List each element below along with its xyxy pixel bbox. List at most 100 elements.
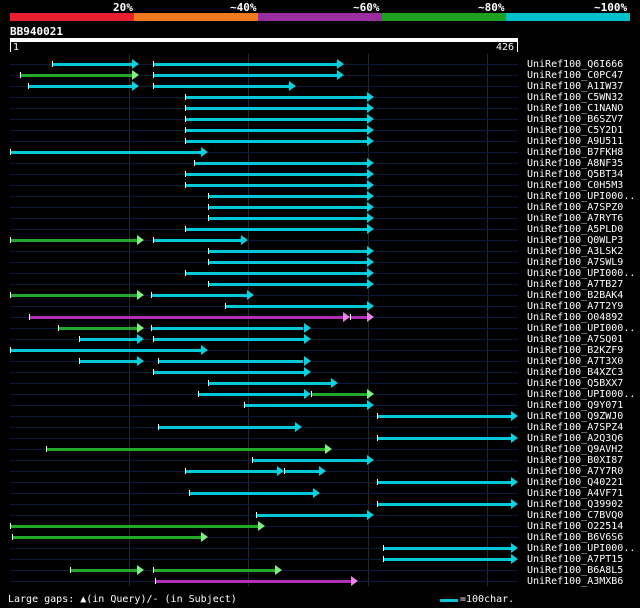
hit-label[interactable]: UniRef100_A7SPZ4 — [527, 422, 624, 433]
hit-segment[interactable] — [185, 107, 367, 110]
hit-label[interactable]: UniRef100_C5Y2D1 — [527, 125, 624, 136]
hit-label[interactable]: UniRef100_A7PT15 — [527, 554, 624, 565]
hit-label[interactable]: UniRef100_C5WN32 — [527, 92, 624, 103]
hit-segment[interactable] — [153, 371, 304, 374]
hit-label[interactable]: UniRef100_A7SPZ0 — [527, 202, 624, 213]
hit-segment[interactable] — [207, 261, 367, 264]
hit-label[interactable]: UniRef100_Q5BT34 — [527, 169, 624, 180]
hit-segment[interactable] — [153, 338, 304, 341]
hit-segment[interactable] — [284, 470, 319, 473]
hit-segment[interactable] — [193, 162, 367, 165]
hit-label[interactable]: UniRef100_A7Y7R0 — [527, 466, 624, 477]
hit-segment[interactable] — [79, 360, 137, 363]
hit-label[interactable]: UniRef100_UPI000.. — [527, 268, 636, 279]
hit-segment[interactable] — [377, 415, 511, 418]
hit-label[interactable]: UniRef100_C0PC47 — [527, 70, 624, 81]
hit-segment[interactable] — [185, 228, 367, 231]
hit-segment[interactable] — [157, 360, 304, 363]
hit-segment[interactable] — [207, 195, 367, 198]
hit-label[interactable]: UniRef100_B0XI87 — [527, 455, 624, 466]
hit-segment[interactable] — [185, 184, 367, 187]
hit-label[interactable]: UniRef100_Q0WLP3 — [527, 235, 624, 246]
hit-label[interactable]: UniRef100_A2Q3Q6 — [527, 433, 624, 444]
hit-segment[interactable] — [10, 294, 137, 297]
hit-segment[interactable] — [243, 404, 367, 407]
hit-label[interactable]: UniRef100_A7TB27 — [527, 279, 624, 290]
hit-label[interactable]: UniRef100_Q40221 — [527, 477, 624, 488]
hit-segment[interactable] — [12, 536, 201, 539]
hit-label[interactable]: UniRef100_A9U511 — [527, 136, 624, 147]
hit-segment[interactable] — [19, 74, 132, 77]
hit-label[interactable]: UniRef100_O22514 — [527, 521, 624, 532]
hit-label[interactable]: UniRef100_A8NF35 — [527, 158, 624, 169]
hit-label[interactable]: UniRef100_UPI000.. — [527, 543, 636, 554]
hit-label[interactable]: UniRef100_A1IW37 — [527, 81, 624, 92]
hit-segment[interactable] — [207, 382, 331, 385]
hit-segment[interactable] — [349, 316, 367, 319]
hit-segment[interactable] — [45, 448, 325, 451]
hit-label[interactable]: UniRef100_A7SWL9 — [527, 257, 624, 268]
hit-segment[interactable] — [383, 558, 511, 561]
hit-segment[interactable] — [188, 492, 314, 495]
hit-segment[interactable] — [153, 85, 290, 88]
hit-label[interactable]: UniRef100_Q9ZWJ0 — [527, 411, 624, 422]
hit-label[interactable]: UniRef100_A7SQ01 — [527, 334, 624, 345]
hit-segment[interactable] — [153, 569, 275, 572]
hit-label[interactable]: UniRef100_A7T3X0 — [527, 356, 624, 367]
hit-label[interactable]: UniRef100_A7T2Y9 — [527, 301, 624, 312]
hit-segment[interactable] — [198, 393, 304, 396]
hit-label[interactable]: UniRef100_UPI000.. — [527, 323, 636, 334]
hit-segment[interactable] — [224, 305, 367, 308]
hit-label[interactable]: UniRef100_A7RYT6 — [527, 213, 624, 224]
hit-segment[interactable] — [185, 470, 278, 473]
hit-segment[interactable] — [150, 327, 304, 330]
hit-segment[interactable] — [377, 503, 511, 506]
hit-segment[interactable] — [185, 272, 367, 275]
hit-label[interactable]: UniRef100_B6A8L5 — [527, 565, 624, 576]
hit-label[interactable]: UniRef100_B6SZV7 — [527, 114, 624, 125]
hit-label[interactable]: UniRef100_A3LSK2 — [527, 246, 624, 257]
hit-segment[interactable] — [255, 514, 367, 517]
hit-segment[interactable] — [185, 96, 367, 99]
hit-segment[interactable] — [377, 481, 511, 484]
hit-segment[interactable] — [185, 173, 367, 176]
hit-label[interactable]: UniRef100_C7BVQ0 — [527, 510, 624, 521]
hit-segment[interactable] — [207, 206, 367, 209]
hit-segment[interactable] — [57, 327, 137, 330]
hit-label[interactable]: UniRef100_Q9AVH2 — [527, 444, 624, 455]
hit-label[interactable]: UniRef100_O04892 — [527, 312, 624, 323]
hit-label[interactable]: UniRef100_B2BAK4 — [527, 290, 624, 301]
hit-segment[interactable] — [383, 547, 511, 550]
hit-label[interactable]: UniRef100_Q9Y071 — [527, 400, 624, 411]
hit-segment[interactable] — [377, 437, 511, 440]
hit-label[interactable]: UniRef100_B6V6S6 — [527, 532, 624, 543]
hit-segment[interactable] — [10, 151, 201, 154]
hit-label[interactable]: UniRef100_Q6I666 — [527, 59, 624, 70]
hit-segment[interactable] — [150, 294, 248, 297]
hit-segment[interactable] — [157, 426, 296, 429]
hit-label[interactable]: UniRef100_A4VF71 — [527, 488, 624, 499]
hit-segment[interactable] — [153, 63, 337, 66]
hit-segment[interactable] — [27, 85, 132, 88]
hit-label[interactable]: UniRef100_A5PLD0 — [527, 224, 624, 235]
hit-segment[interactable] — [207, 217, 367, 220]
hit-segment[interactable] — [10, 349, 201, 352]
hit-segment[interactable] — [252, 459, 367, 462]
hit-segment[interactable] — [207, 283, 367, 286]
hit-segment[interactable] — [185, 140, 367, 143]
hit-label[interactable]: UniRef100_Q39902 — [527, 499, 624, 510]
hit-segment[interactable] — [10, 525, 259, 528]
hit-segment[interactable] — [155, 580, 352, 583]
hit-label[interactable]: UniRef100_C1NANO — [527, 103, 624, 114]
hit-label[interactable]: UniRef100_B7FKH8 — [527, 147, 624, 158]
hit-label[interactable]: UniRef100_Q5BXX7 — [527, 378, 624, 389]
hit-segment[interactable] — [51, 63, 132, 66]
hit-label[interactable]: UniRef100_UPI000.. — [527, 191, 636, 202]
hit-label[interactable]: UniRef100_B2KZF9 — [527, 345, 624, 356]
hit-segment[interactable] — [310, 393, 367, 396]
hit-segment[interactable] — [185, 118, 367, 121]
hit-label[interactable]: UniRef100_B4XZC3 — [527, 367, 624, 378]
hit-segment[interactable] — [207, 250, 367, 253]
hit-segment[interactable] — [153, 239, 242, 242]
hit-segment[interactable] — [69, 569, 137, 572]
